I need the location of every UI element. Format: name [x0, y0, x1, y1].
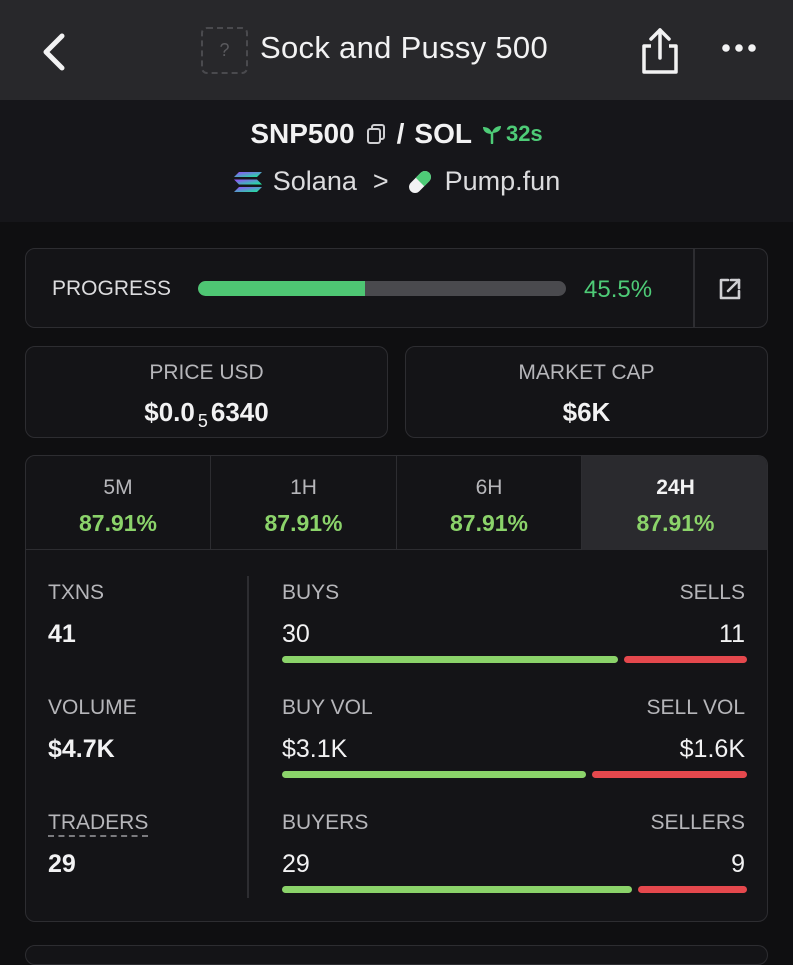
timeframe-stats-card: 5M 87.91% 1H 87.91% 6H 87.91% 24H 87.91%…: [25, 455, 768, 922]
volume-label: VOLUME: [48, 696, 137, 719]
pill-icon: [408, 170, 431, 193]
progress-percent: 45.5%: [584, 276, 653, 303]
volume-value: $4.7K: [48, 735, 115, 763]
metrics-divider: [247, 576, 249, 898]
sellers-value: 9: [731, 850, 745, 878]
quote-symbol: SOL: [414, 118, 472, 149]
sell-vol-value: $1.6K: [679, 735, 745, 763]
more-horizontal-icon: [722, 44, 756, 52]
progress-bar: [198, 281, 566, 296]
progress-divider: [693, 249, 695, 327]
more-options-button[interactable]: [720, 38, 758, 58]
buy-vol-label: BUY VOL: [282, 696, 373, 719]
sell-vol-bar: [592, 771, 747, 778]
sellers-bar: [638, 886, 747, 893]
tab-1h[interactable]: 1H 87.91%: [211, 456, 397, 550]
copy-icon[interactable]: [365, 123, 387, 145]
tab-label: 1H: [290, 476, 317, 499]
share-icon: [642, 28, 678, 74]
open-external-button[interactable]: [716, 275, 744, 303]
buyers-bar: [282, 886, 632, 893]
tab-6h[interactable]: 6H 87.91%: [397, 456, 582, 550]
tab-change: 87.91%: [636, 510, 715, 536]
pair-header: [0, 100, 793, 222]
traders-value: 29: [48, 850, 76, 878]
external-link-icon: [719, 278, 741, 300]
sells-label: SELLS: [679, 581, 745, 604]
chain-link[interactable]: Solana: [272, 166, 357, 196]
tab-5m[interactable]: 5M 87.91%: [26, 456, 211, 550]
bonding-progress-card: PROGRESS 45.5%: [25, 248, 768, 328]
sellers-label: SELLERS: [650, 811, 745, 834]
next-card-edge: [25, 945, 768, 965]
buyers-label: BUYERS: [282, 811, 369, 834]
share-button[interactable]: [640, 26, 680, 76]
market-cap-card: MARKET CAP $6K: [405, 346, 768, 438]
price-zero-count: 5: [197, 411, 208, 431]
chevron-right-icon: >: [372, 166, 389, 196]
pair-age: 32s: [505, 121, 543, 146]
tab-label: 6H: [475, 476, 503, 499]
dex-link[interactable]: Pump.fun: [444, 166, 561, 196]
sell-vol-label: SELL VOL: [646, 696, 745, 719]
tab-change: 87.91%: [78, 510, 157, 536]
chain-breadcrumb: Solana > Pump.fun: [0, 166, 793, 197]
buyers-value: 29: [282, 850, 310, 878]
price-usd-label: PRICE USD: [149, 361, 264, 384]
solana-logo-icon: [233, 171, 262, 192]
sells-value: 11: [719, 620, 745, 648]
tab-change: 87.91%: [264, 510, 343, 536]
chevron-left-icon: [43, 33, 65, 71]
timeframe-tabs: 5M 87.91% 1H 87.91% 6H 87.91% 24H 87.91%: [26, 456, 767, 550]
base-symbol: SNP500: [250, 118, 355, 149]
tab-change: 87.91%: [449, 510, 528, 536]
sprout-icon: [482, 126, 501, 144]
progress-label: PROGRESS: [52, 277, 172, 300]
buy-vol-value: $3.1K: [282, 735, 348, 763]
buys-value: 30: [282, 620, 310, 648]
pair-separator: /: [396, 118, 405, 149]
traders-label[interactable]: TRADERS: [48, 811, 149, 834]
tab-label: 5M: [103, 476, 133, 499]
tab-24h[interactable]: 24H 87.91%: [582, 456, 767, 550]
buys-bar: [282, 656, 618, 663]
price-digits: 6340: [210, 397, 269, 427]
buys-label: BUYS: [282, 581, 340, 604]
buy-vol-bar: [282, 771, 586, 778]
pair-line: SNP500 / SOL 32s: [0, 118, 793, 150]
page-title: Sock and Pussy 500: [260, 30, 549, 65]
token-thumbnail: ?: [201, 27, 248, 74]
sells-bar: [624, 656, 747, 663]
price-usd-value: $0.0 5 6340: [26, 397, 387, 432]
txns-value: 41: [48, 620, 76, 648]
price-usd-card: PRICE USD $0.0 5 6340: [25, 346, 388, 438]
back-button[interactable]: [34, 30, 74, 74]
pair-age-badge: 32s: [482, 121, 543, 147]
top-bar: ? Sock and Pussy 500: [0, 0, 793, 100]
price-prefix: $0.0: [144, 397, 195, 427]
market-cap-label: MARKET CAP: [518, 361, 655, 384]
progress-bar-fill: [198, 281, 366, 296]
txns-label: TXNS: [48, 581, 105, 604]
tab-label: 24H: [656, 476, 695, 499]
market-cap-value: $6K: [562, 397, 611, 427]
